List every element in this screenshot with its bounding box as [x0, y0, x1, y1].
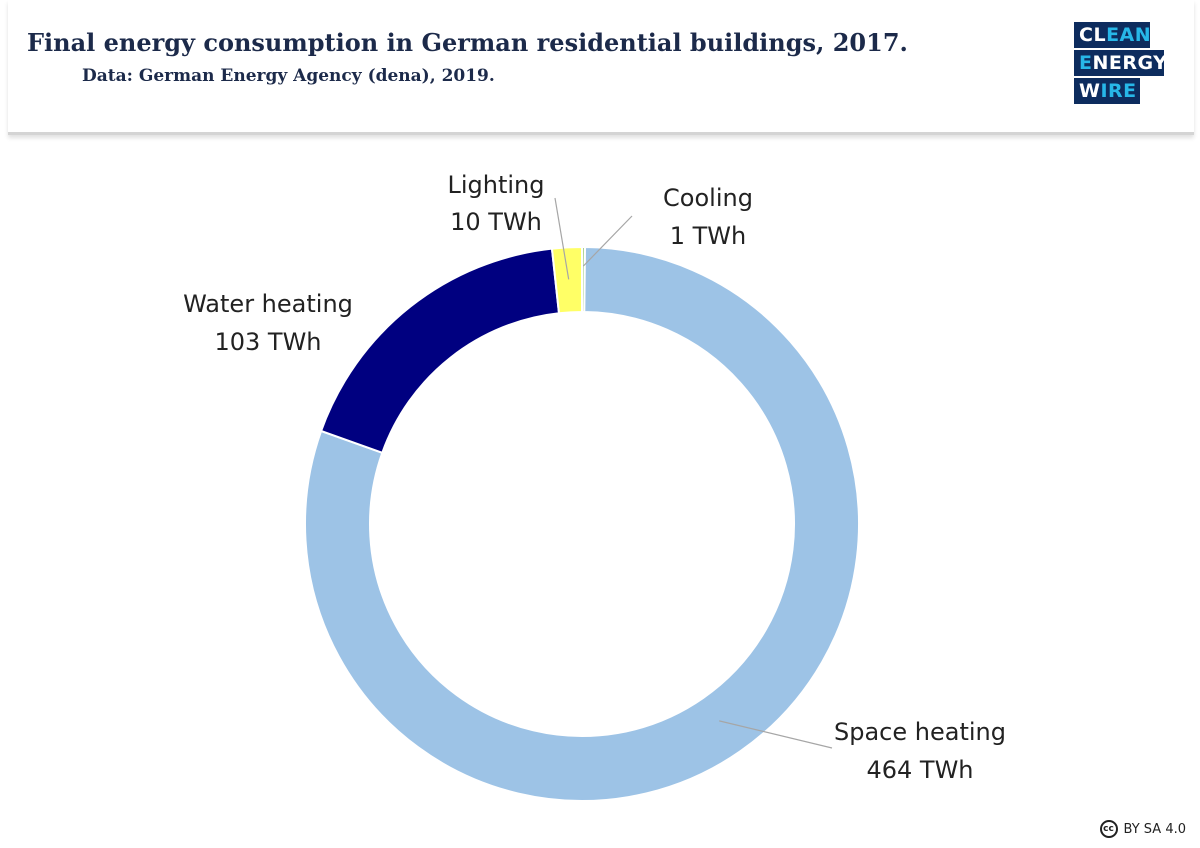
donut-slices — [304, 245, 860, 802]
logo-text: W — [1079, 80, 1101, 102]
chart-title: Final energy consumption in German resid… — [27, 28, 908, 57]
slice-space-heating — [304, 246, 860, 802]
logo-line-wire: WIRE — [1074, 78, 1140, 104]
header-panel — [8, 0, 1194, 135]
creative-commons-icon: cc — [1099, 820, 1118, 838]
label-cooling-name: Cooling — [663, 184, 753, 212]
logo-text-accent: IRE — [1100, 80, 1137, 102]
leader-lines — [554, 197, 833, 749]
logo-text-accent: EAN — [1106, 24, 1152, 46]
leader-cooling — [582, 215, 633, 267]
label-cooling-value: 1 TWh — [670, 222, 747, 250]
clean-energy-wire-logo: CLEAN ENERGY WIRE — [1074, 22, 1168, 106]
logo-line-clean: CLEAN — [1074, 22, 1152, 48]
label-space-heating-value: 464 TWh — [866, 756, 973, 784]
leader-space-heating — [719, 720, 833, 749]
label-space-heating-name: Space heating — [834, 718, 1006, 746]
leader-lighting — [554, 197, 570, 280]
chart-source: Data: German Energy Agency (dena), 2019. — [82, 66, 495, 86]
logo-text: NERGY — [1092, 52, 1168, 74]
logo-text: CL — [1079, 24, 1107, 46]
logo-line-energy: ENERGY — [1074, 50, 1168, 76]
slice-lighting — [550, 245, 583, 315]
label-water-heating-value: 103 TWh — [214, 328, 321, 356]
slice-water-heating — [319, 247, 561, 455]
label-lighting-name: Lighting — [447, 171, 544, 199]
license-text: BY SA 4.0 — [1123, 821, 1186, 837]
logo-text-accent: E — [1079, 52, 1093, 74]
license-badge: cc BY SA 4.0 — [1099, 820, 1186, 838]
label-water-heating-name: Water heating — [183, 290, 353, 318]
label-lighting-value: 10 TWh — [450, 208, 542, 236]
